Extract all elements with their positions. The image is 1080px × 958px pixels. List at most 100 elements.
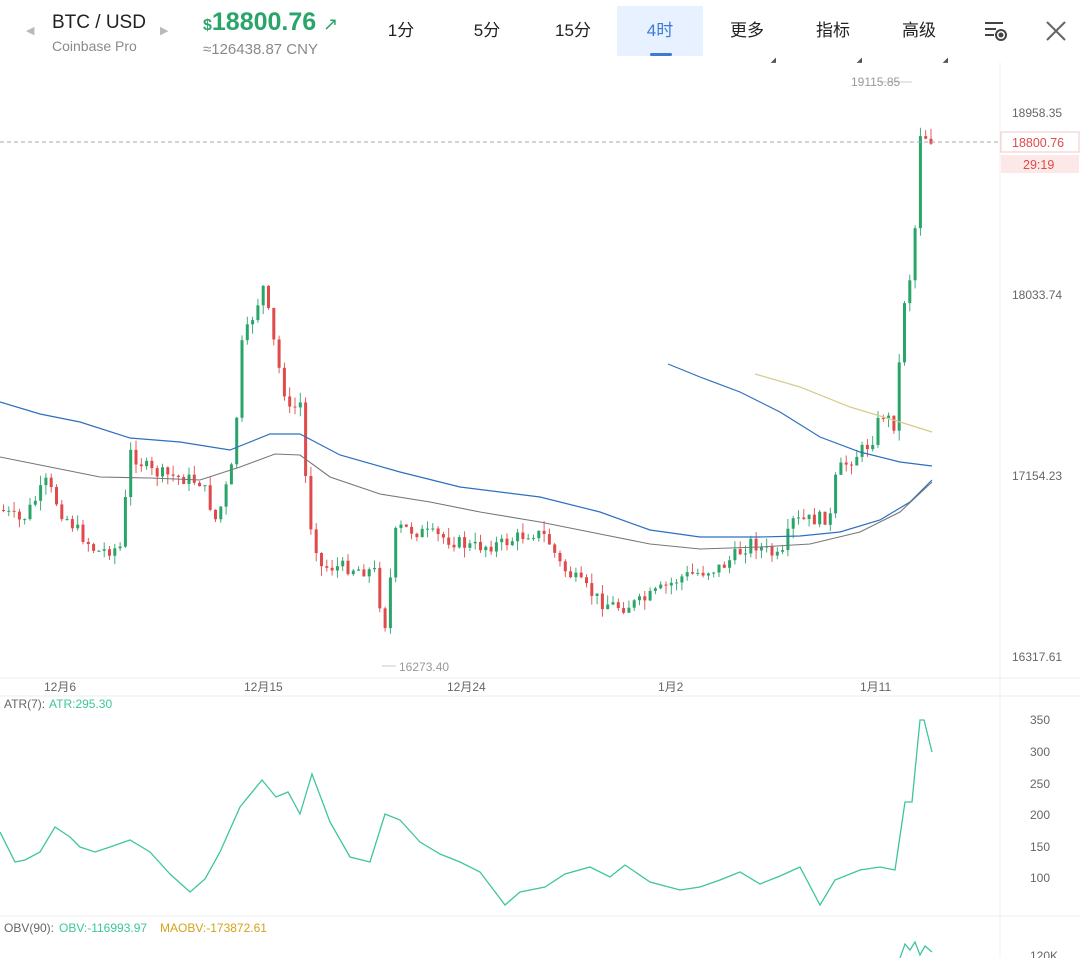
- candle-body: [542, 530, 546, 535]
- candle-body: [219, 506, 223, 520]
- candle-body: [293, 406, 297, 408]
- candle-body: [399, 524, 403, 528]
- candle-body: [150, 460, 154, 469]
- candle-body: [155, 468, 159, 477]
- pair-name[interactable]: BTC / USD: [52, 12, 146, 33]
- tab-advanced[interactable]: 高级 ◢: [884, 6, 954, 64]
- candle-body: [510, 541, 514, 546]
- candle-body: [431, 528, 435, 530]
- candle-body: [441, 534, 445, 538]
- candle-body: [516, 532, 520, 542]
- tab-more[interactable]: 更多 ◢: [712, 6, 782, 64]
- obv-legend: OBV(90):: [4, 921, 54, 935]
- candle-body: [659, 584, 663, 589]
- tab-label: 1分: [387, 21, 415, 40]
- candle-body: [12, 510, 16, 512]
- candle-body: [606, 604, 610, 610]
- close-icon[interactable]: [1043, 18, 1069, 44]
- atr-legend: ATR(7):: [4, 697, 45, 711]
- candle-body: [76, 524, 80, 529]
- candle-body: [797, 517, 800, 519]
- candle-body: [373, 567, 376, 570]
- tab-1m[interactable]: 1分: [369, 6, 433, 56]
- obv-value: OBV:-116993.97: [59, 921, 147, 935]
- candle-body: [261, 285, 265, 306]
- candle-body: [102, 549, 106, 551]
- candle-body: [267, 285, 270, 308]
- candle-body: [335, 566, 339, 571]
- candle-body: [39, 485, 43, 501]
- chart-area[interactable]: 18958.35 18033.74 17154.23 16317.61 1880…: [0, 62, 1080, 958]
- candle-body: [871, 444, 875, 450]
- candle-body: [436, 528, 440, 535]
- candle-body: [23, 519, 27, 521]
- y-tick-label: 16317.61: [1012, 650, 1062, 664]
- candle-body: [49, 477, 53, 488]
- exchange-name: Coinbase Pro: [52, 38, 137, 54]
- candle-body: [500, 538, 504, 543]
- ma-line-blue: [0, 401, 933, 538]
- candle-body: [611, 602, 615, 605]
- candle-body: [468, 543, 472, 548]
- candle-body: [17, 511, 21, 520]
- candle-body: [738, 549, 742, 555]
- tab-5m[interactable]: 5分: [455, 6, 519, 56]
- candle-body: [600, 593, 604, 610]
- dropdown-icon: ◢: [856, 57, 862, 64]
- x-tick-label: 1月11: [860, 680, 891, 694]
- candle-body: [320, 553, 323, 567]
- candle-body: [553, 544, 557, 553]
- x-tick-label: 1月2: [658, 680, 684, 694]
- candle-body: [585, 577, 588, 584]
- candle-body: [208, 485, 212, 510]
- candle-body: [770, 546, 774, 556]
- tab-label: 更多: [730, 21, 764, 40]
- y-tick-label: 18958.35: [1012, 106, 1062, 120]
- tab-4h[interactable]: 4时: [617, 6, 703, 56]
- price-value: 18800.76: [211, 8, 317, 36]
- candle-body: [473, 541, 477, 544]
- candle-body: [754, 538, 758, 551]
- up-arrow-icon: ↗: [323, 14, 339, 34]
- low-label: 16273.40: [399, 660, 449, 674]
- tab-label: 高级: [902, 21, 936, 40]
- candle-body: [60, 504, 64, 520]
- prev-pair-icon[interactable]: ◀: [26, 25, 35, 37]
- candle-body: [55, 487, 58, 505]
- candle-body: [887, 415, 891, 418]
- price-cny: ≈126438.87 CNY: [203, 41, 318, 58]
- candle-body: [563, 561, 567, 572]
- countdown-label: 29:19: [1023, 158, 1054, 172]
- candle-body: [547, 534, 551, 545]
- candle-body: [65, 519, 69, 521]
- tab-indicators[interactable]: 指标 ◢: [798, 6, 868, 64]
- candle-body: [203, 485, 207, 487]
- candle-body: [876, 417, 880, 445]
- candle-body: [378, 567, 382, 609]
- atr-y-tick: 350: [1030, 713, 1050, 727]
- candle-body: [426, 528, 429, 530]
- dropdown-icon: ◢: [942, 57, 948, 64]
- atr-line: [0, 719, 933, 907]
- y-tick-label: 18033.74: [1012, 288, 1062, 302]
- candle-body: [903, 303, 906, 363]
- candle-body: [447, 537, 451, 545]
- high-label: 19115.85: [851, 75, 900, 89]
- candle-body: [2, 510, 5, 512]
- candle-body: [346, 560, 350, 575]
- candle-body: [298, 402, 302, 408]
- candle-body: [404, 524, 408, 527]
- candle-body: [224, 484, 228, 507]
- candle-body: [648, 590, 652, 601]
- candle-body: [314, 529, 318, 554]
- candle-body: [590, 583, 594, 596]
- candle-body: [357, 569, 361, 571]
- next-pair-icon[interactable]: ▶: [160, 25, 169, 37]
- chart-settings-icon[interactable]: [983, 18, 1009, 44]
- candle-body: [908, 280, 912, 304]
- candle-body: [712, 572, 716, 574]
- candle-body: [229, 464, 233, 485]
- tab-15m[interactable]: 15分: [540, 6, 606, 56]
- tab-label: 4时: [646, 21, 674, 40]
- candle-body: [330, 567, 334, 571]
